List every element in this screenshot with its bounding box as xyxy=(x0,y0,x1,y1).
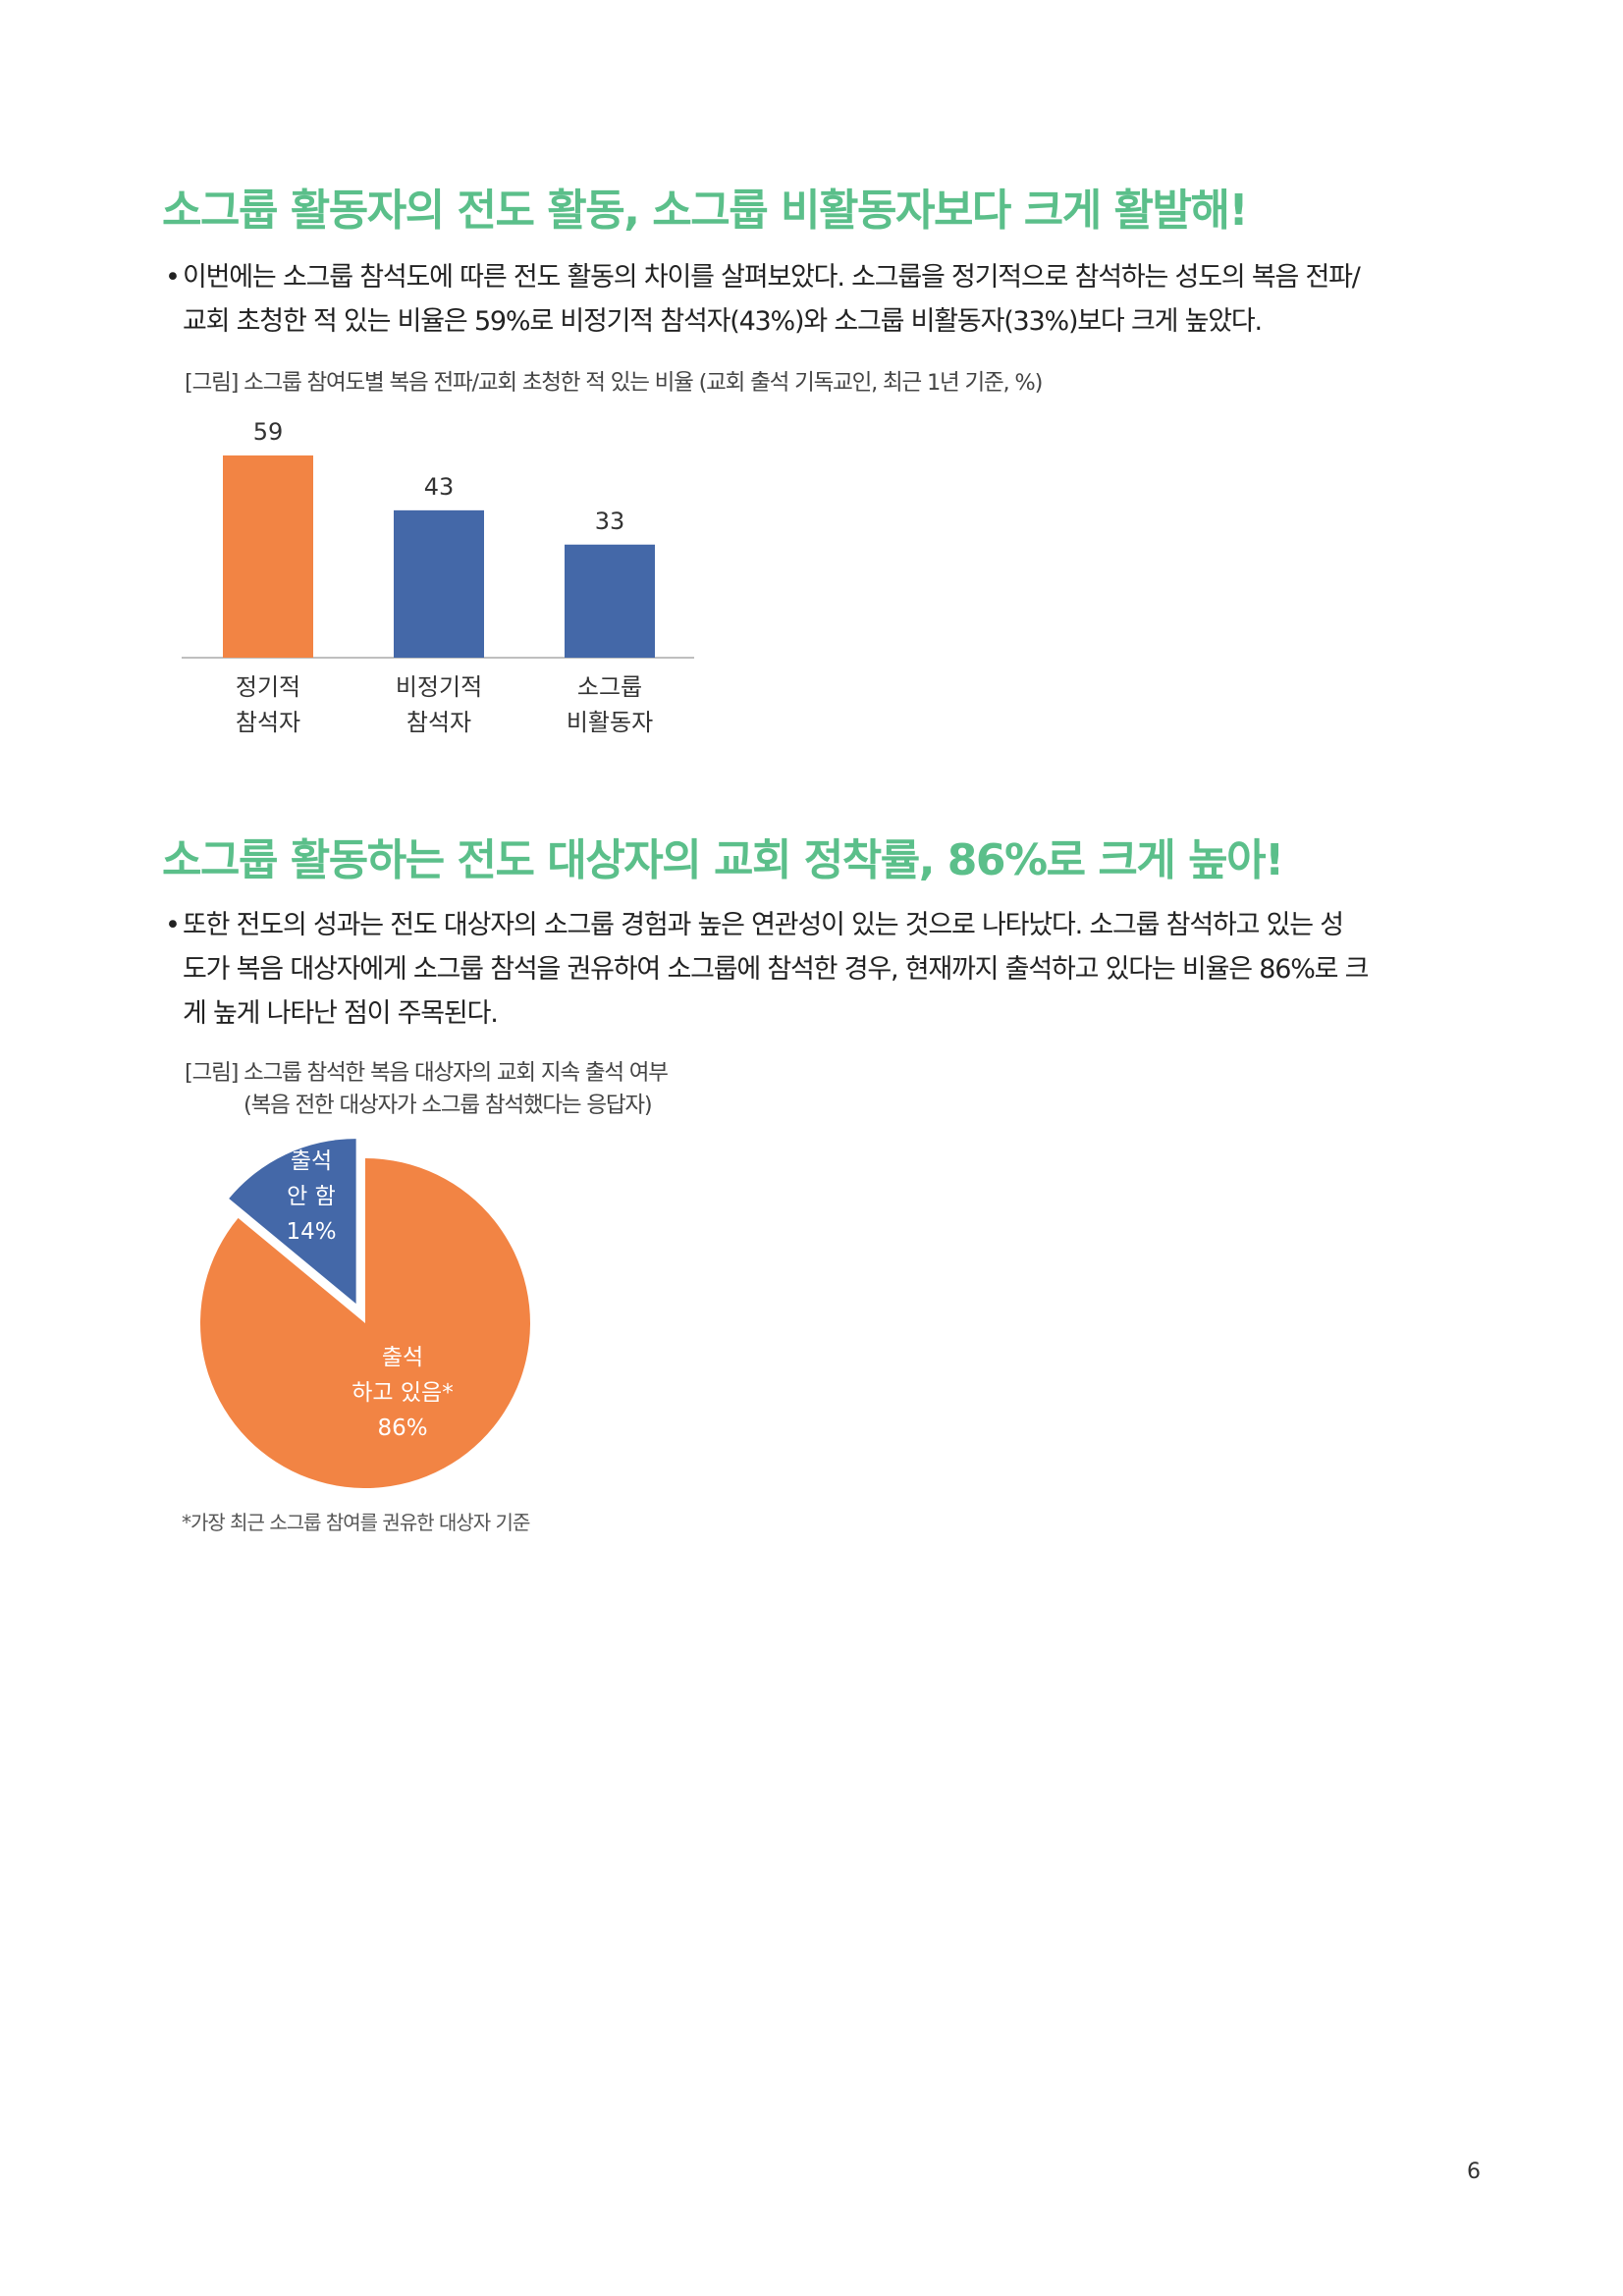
bar-value-label: 33 xyxy=(595,507,625,535)
paragraph-line: 이번에는 소그룹 참석도에 따른 전도 활동의 차이를 살펴보았다. 소그룹을 … xyxy=(183,262,1361,293)
pie-slice-label: 14% xyxy=(286,1219,336,1245)
paragraph-line: 게 높게 나타난 점이 주목된다. xyxy=(183,998,499,1029)
bar-category-label: 참석자 xyxy=(236,709,300,736)
bar xyxy=(394,509,484,658)
section1-heading: 소그룹 활동자의 전도 활동, 소그룹 비활동자보다 크게 활발해! xyxy=(162,186,1249,236)
bar-category-label: 비정기적 xyxy=(396,673,482,701)
paragraph-line: 또한 전도의 성과는 전도 대상자의 소그룹 경험과 높은 연관성이 있는 것으… xyxy=(183,910,1344,940)
bar-value-label: 59 xyxy=(253,418,284,446)
paragraph-line: 도가 복음 대상자에게 소그룹 참석을 권유하여 소그룹에 참석한 경우, 현재… xyxy=(183,954,1370,985)
bar-value-label: 43 xyxy=(424,473,455,501)
pie-slice-label: 86% xyxy=(377,1415,427,1441)
paragraph-line: 교회 초청한 적 있는 비율은 59%로 비정기적 참석자(43%)와 소그룹 … xyxy=(183,306,1263,337)
section2-heading: 소그룹 활동하는 전도 대상자의 교회 정착률, 86%로 크게 높아! xyxy=(162,835,1284,885)
pie-slice-label: 출석 xyxy=(291,1148,332,1174)
bullet-marker: • xyxy=(165,910,181,940)
pie-slice-label: 출석 xyxy=(382,1345,423,1370)
pie-footnote: *가장 최근 소그룹 참여를 권유한 대상자 기준 xyxy=(182,1511,530,1534)
pie-figure-subcaption: (복음 전한 대상자가 소그룹 참석했다는 응답자) xyxy=(243,1093,653,1118)
pie-figure-caption: [그림] 소그룹 참석한 복음 대상자의 교회 지속 출석 여부 xyxy=(185,1060,669,1086)
bar-figure-caption: [그림] 소그룹 참여도별 복음 전파/교회 초청한 적 있는 비율 (교회 출… xyxy=(185,370,1043,396)
pie-slice-label: 하고 있음* xyxy=(352,1380,453,1406)
pie-chart: 출석안 함14%출석하고 있음*86% xyxy=(199,1139,530,1488)
bar-category-label: 소그룹 xyxy=(577,673,642,701)
bullet-marker: • xyxy=(165,262,181,293)
bar xyxy=(223,455,313,658)
bar xyxy=(565,544,655,658)
bar-category-label: 참석자 xyxy=(406,709,471,736)
pie-slice-label: 안 함 xyxy=(287,1184,336,1209)
bar-category-label: 정기적 xyxy=(236,673,300,701)
pie-slice xyxy=(199,1158,530,1488)
bar-category-label: 비활동자 xyxy=(567,709,653,736)
pie-slice xyxy=(229,1139,356,1305)
page-number: 6 xyxy=(1467,2160,1481,2184)
